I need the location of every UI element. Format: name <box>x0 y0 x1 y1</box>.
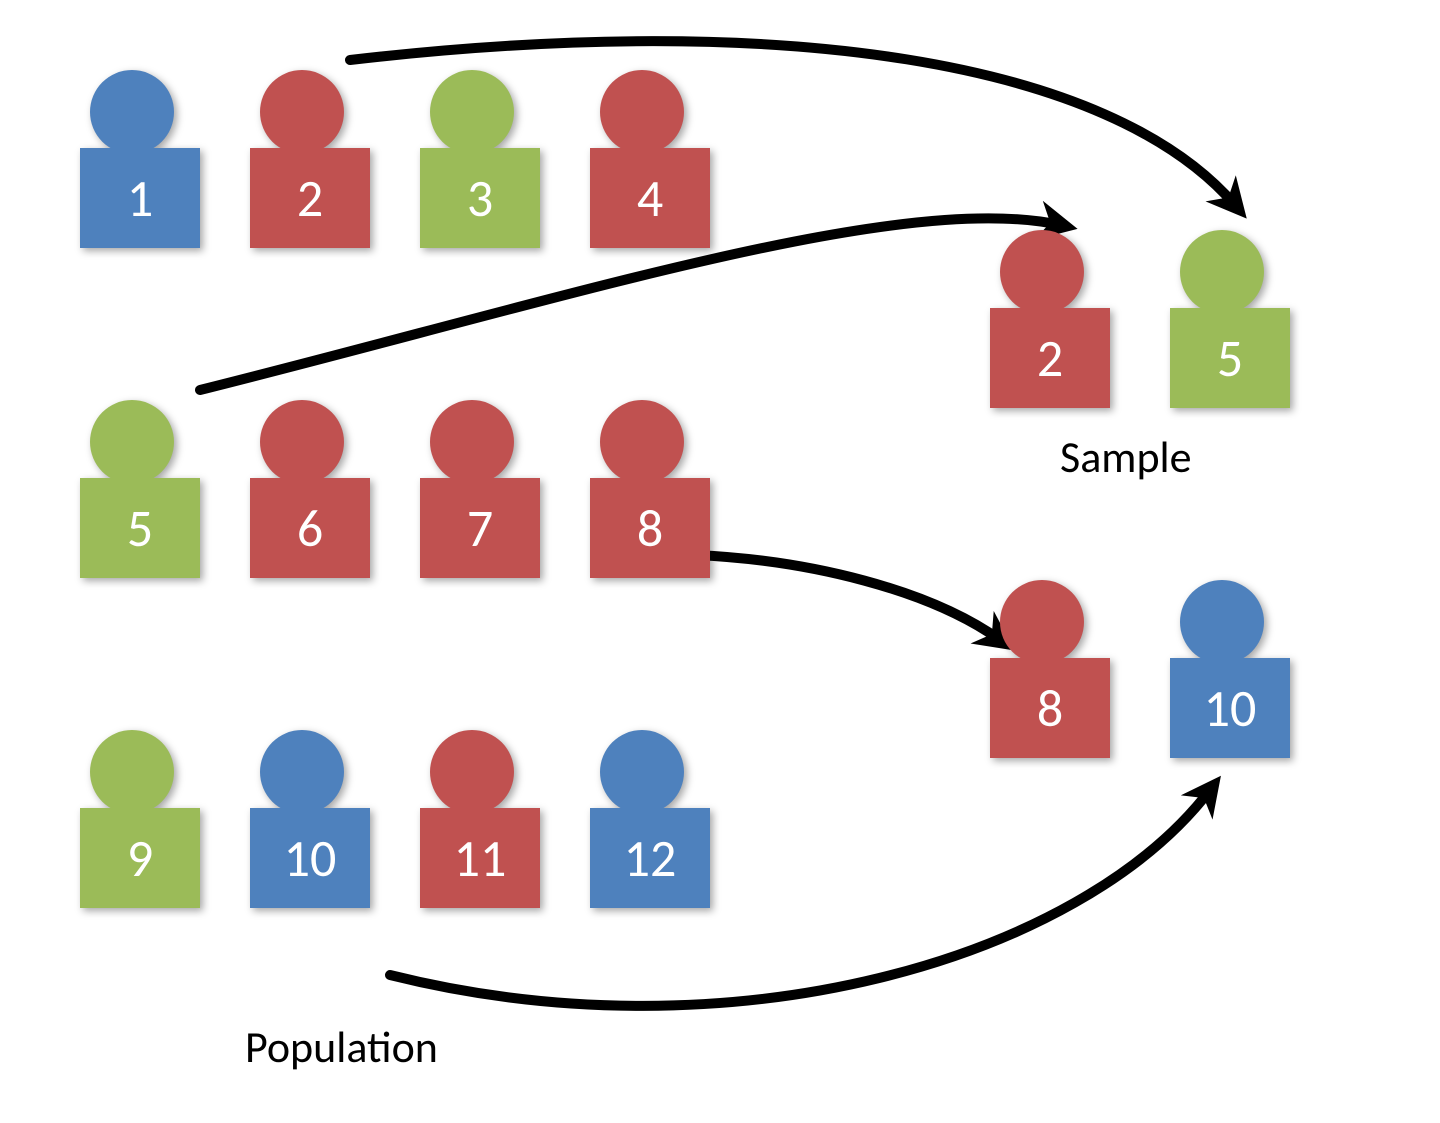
person-icon-pop-1: 1 <box>80 70 200 248</box>
person-icon-pop-6: 6 <box>250 400 370 578</box>
person-icon-pop-2: 2 <box>250 70 370 248</box>
person-body: 4 <box>590 148 710 248</box>
person-number: 10 <box>1204 676 1257 740</box>
person-head-icon <box>1180 580 1264 664</box>
person-icon-pop-9: 9 <box>80 730 200 908</box>
person-body: 11 <box>420 808 540 908</box>
person-body: 9 <box>80 808 200 908</box>
person-head-icon <box>90 730 174 814</box>
person-body: 5 <box>1170 308 1290 408</box>
person-icon-pop-3: 3 <box>420 70 540 248</box>
person-head-icon <box>600 70 684 154</box>
person-icon-pop-11: 11 <box>420 730 540 908</box>
arrow-layer <box>0 0 1440 1123</box>
person-icon-pop-12: 12 <box>590 730 710 908</box>
person-head-icon <box>1180 230 1264 314</box>
person-icon-sample-5: 5 <box>1170 230 1290 408</box>
person-icon-pop-5: 5 <box>80 400 200 578</box>
sample-label: Sample <box>1060 430 1192 484</box>
person-head-icon <box>260 730 344 814</box>
person-body: 3 <box>420 148 540 248</box>
person-head-icon <box>260 70 344 154</box>
person-number: 5 <box>127 496 153 560</box>
person-body: 6 <box>250 478 370 578</box>
person-icon-sample-8: 8 <box>990 580 1110 758</box>
person-body: 2 <box>990 308 1110 408</box>
person-icon-pop-4: 4 <box>590 70 710 248</box>
person-body: 2 <box>250 148 370 248</box>
person-number: 7 <box>467 496 493 560</box>
population-label: Population <box>245 1020 438 1074</box>
person-head-icon <box>90 400 174 484</box>
person-number: 3 <box>467 166 493 230</box>
person-number: 5 <box>1217 326 1243 390</box>
person-number: 9 <box>127 826 153 890</box>
person-body: 1 <box>80 148 200 248</box>
person-body: 8 <box>990 658 1110 758</box>
person-head-icon <box>430 400 514 484</box>
person-body: 10 <box>1170 658 1290 758</box>
person-icon-pop-10: 10 <box>250 730 370 908</box>
person-number: 2 <box>1037 326 1063 390</box>
person-icon-pop-7: 7 <box>420 400 540 578</box>
person-head-icon <box>430 70 514 154</box>
person-head-icon <box>1000 230 1084 314</box>
person-head-icon <box>430 730 514 814</box>
person-number: 2 <box>297 166 323 230</box>
person-number: 6 <box>297 496 323 560</box>
arrow-3 <box>695 555 1000 640</box>
person-number: 11 <box>454 826 507 890</box>
person-number: 8 <box>637 496 663 560</box>
person-number: 1 <box>127 166 153 230</box>
person-head-icon <box>260 400 344 484</box>
person-body: 8 <box>590 478 710 578</box>
person-head-icon <box>1000 580 1084 664</box>
person-head-icon <box>90 70 174 154</box>
person-number: 10 <box>284 826 337 890</box>
person-body: 7 <box>420 478 540 578</box>
person-body: 12 <box>590 808 710 908</box>
person-number: 8 <box>1037 676 1063 740</box>
diagram-canvas: 12345678910111225810 Population Sample <box>0 0 1440 1123</box>
person-body: 10 <box>250 808 370 908</box>
person-number: 12 <box>624 826 677 890</box>
person-head-icon <box>600 400 684 484</box>
person-body: 5 <box>80 478 200 578</box>
person-icon-sample-2: 2 <box>990 230 1110 408</box>
person-icon-sample-10: 10 <box>1170 580 1290 758</box>
person-number: 4 <box>637 166 663 230</box>
person-icon-pop-8: 8 <box>590 400 710 578</box>
person-head-icon <box>600 730 684 814</box>
